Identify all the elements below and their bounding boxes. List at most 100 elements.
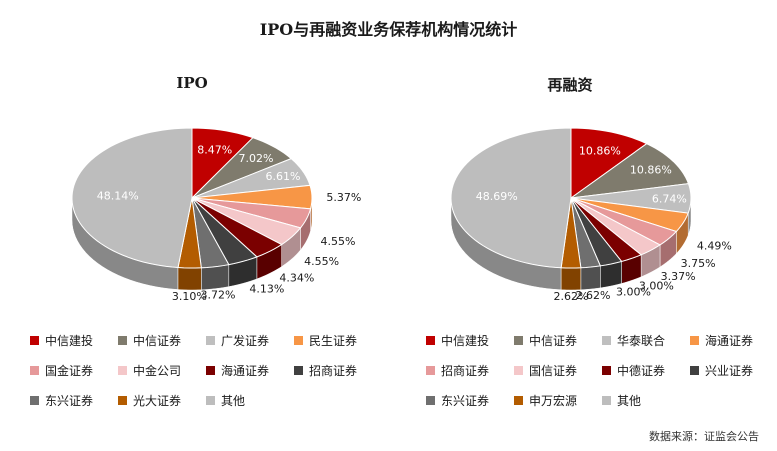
ipo-legend-item-广发证券: 广发证券 <box>206 332 294 349</box>
ipo-slice-东兴证券 <box>191 197 230 269</box>
legend-swatch <box>30 396 39 405</box>
refinancing-legend-item-东兴证券: 东兴证券 <box>426 392 514 409</box>
legend-label: 中金公司 <box>133 364 182 378</box>
legend-swatch <box>602 366 611 375</box>
refinancing-label-中德证券: 3.00% <box>639 280 674 293</box>
refinancing-label-中信建投: 10.86% <box>579 145 621 158</box>
legend-label: 东兴证券 <box>45 394 94 408</box>
ipo-legend-item-中金公司: 中金公司 <box>118 362 206 379</box>
legend-swatch <box>206 366 215 375</box>
legend-label: 光大证券 <box>133 394 182 408</box>
ipo-label-国金证券: 4.55% <box>321 235 356 248</box>
refinancing-slice-其他 <box>450 127 572 269</box>
legend-label: 海通证券 <box>705 334 754 348</box>
ipo-slice-中信建投 <box>191 127 254 200</box>
legend-swatch <box>690 336 699 345</box>
refinancing-chart-subtitle: 再融资 <box>547 76 593 94</box>
refinancing-legend-item-中信建投: 中信建投 <box>426 332 514 349</box>
refinancing-slice-中信建投 <box>570 127 648 199</box>
legend-label: 中信建投 <box>441 334 490 348</box>
refinancing-label-招商证券: 3.75% <box>681 257 716 270</box>
legend-label: 国信证券 <box>529 364 578 378</box>
ipo-label-广发证券: 6.61% <box>266 170 301 183</box>
legend-swatch <box>514 336 523 345</box>
refinancing-legend-item-中德证券: 中德证券 <box>602 362 690 379</box>
ipo-slice-中金公司 <box>191 197 302 246</box>
refinancing-legend-item-其他: 其他 <box>602 392 690 409</box>
legend-label: 广发证券 <box>221 334 270 348</box>
legend-swatch <box>426 336 435 345</box>
refinancing-legend-item-招商证券: 招商证券 <box>426 362 514 379</box>
refinancing-slice-国信证券 <box>570 197 662 256</box>
refinancing-slice-side-申万宏源 <box>560 267 582 291</box>
legend-swatch <box>294 336 303 345</box>
legend-label: 中信证券 <box>529 334 578 348</box>
legend-label: 东兴证券 <box>441 394 490 408</box>
legend-swatch <box>30 366 39 375</box>
refinancing-label-海通证券: 4.49% <box>697 239 732 252</box>
ipo-legend-item-东兴证券: 东兴证券 <box>30 392 118 409</box>
ipo-label-海通证券: 4.34% <box>279 271 314 284</box>
refinancing-label-申万宏源: 2.62% <box>554 290 589 303</box>
refinancing-label-东兴证券: 2.62% <box>576 289 611 302</box>
ipo-slice-招商证券 <box>191 197 258 266</box>
legend-swatch <box>118 366 127 375</box>
ipo-slice-side-东兴证券 <box>201 264 230 291</box>
ipo-legend: 中信建投 中信证券 广发证券 民生证券 国金证券 中金公司 海通证券 招商证券 东兴证券 光大证券… <box>30 332 382 409</box>
legend-label: 其他 <box>617 394 642 408</box>
legend-swatch <box>206 336 215 345</box>
ipo-legend-item-中信证券: 中信证券 <box>118 332 206 349</box>
refinancing-label-华泰联合: 6.74% <box>652 192 687 205</box>
ipo-legend-item-招商证券: 招商证券 <box>294 362 382 379</box>
refinancing-legend-item-申万宏源: 申万宏源 <box>514 392 602 409</box>
legend-label: 民生证券 <box>309 334 358 348</box>
ipo-slice-中信证券 <box>191 137 293 199</box>
refinancing-legend: 中信建投 中信证券 华泰联合 海通证券招商证券 国信证券 中德证券 兴业证券东兴证券 申万宏源… <box>426 332 777 409</box>
legend-swatch <box>426 366 435 375</box>
ipo-slice-国金证券 <box>191 197 312 229</box>
legend-swatch <box>118 396 127 405</box>
ipo-legend-item-中信建投: 中信建投 <box>30 332 118 349</box>
ipo-label-中信证券: 7.02% <box>239 152 274 165</box>
refinancing-label-其他: 48.69% <box>476 190 518 203</box>
legend-label: 招商证券 <box>309 364 358 378</box>
refinancing-slice-side-东兴证券 <box>580 265 601 291</box>
legend-label: 兴业证券 <box>705 364 754 378</box>
ipo-chart-subtitle: IPO <box>176 74 208 92</box>
legend-swatch <box>294 366 303 375</box>
legend-swatch <box>602 336 611 345</box>
ipo-legend-item-其他: 其他 <box>206 392 294 409</box>
legend-label: 海通证券 <box>221 364 270 378</box>
legend-swatch <box>30 336 39 345</box>
legend-swatch <box>602 396 611 405</box>
chart-title: IPO与再融资业务保荐机构情况统计 <box>259 20 518 39</box>
ipo-slice-side-光大证券 <box>177 267 202 291</box>
ipo-label-中金公司: 4.55% <box>304 255 339 268</box>
refinancing-legend-item-海通证券: 海通证券 <box>690 332 777 349</box>
ipo-slice-海通证券 <box>191 197 283 258</box>
legend-label: 中信建投 <box>45 334 94 348</box>
legend-label: 华泰联合 <box>617 334 666 348</box>
refinancing-legend-item-国信证券: 国信证券 <box>514 362 602 379</box>
legend-swatch <box>690 366 699 375</box>
refinancing-legend-item-兴业证券: 兴业证券 <box>690 362 777 379</box>
legend-label: 申万宏源 <box>529 394 578 408</box>
refinancing-slice-中信证券 <box>570 143 690 199</box>
refinancing-label-兴业证券: 3.00% <box>616 286 651 299</box>
ipo-slice-其他 <box>71 127 193 269</box>
legend-swatch <box>118 336 127 345</box>
ipo-label-东兴证券: 3.72% <box>201 289 236 302</box>
legend-label: 中信证券 <box>133 334 182 348</box>
ipo-label-其他: 48.14% <box>97 190 139 203</box>
ipo-label-中信建投: 8.47% <box>197 143 232 156</box>
refinancing-pie: 10.86%10.86%6.74%4.49%3.75%3.37%3.00%3.0… <box>450 127 732 303</box>
legend-label: 招商证券 <box>441 364 490 378</box>
data-source-note: 数据来源：证监会公告 <box>649 430 759 443</box>
ipo-legend-item-光大证券: 光大证券 <box>118 392 206 409</box>
legend-swatch <box>426 396 435 405</box>
ipo-slice-民生证券 <box>191 184 313 210</box>
legend-swatch <box>206 396 215 405</box>
refinancing-slice-华泰联合 <box>570 183 692 214</box>
